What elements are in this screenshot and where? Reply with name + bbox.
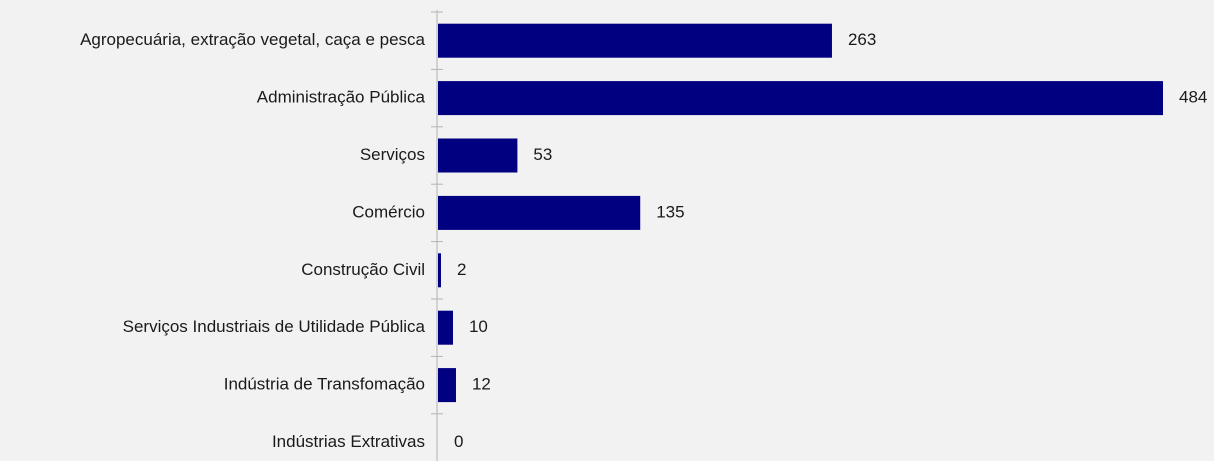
value-label: 53 — [533, 145, 552, 164]
category-labels: Agropecuária, extração vegetal, caça e p… — [80, 30, 425, 451]
category-label: Indústrias Extrativas — [272, 432, 425, 451]
value-label: 135 — [656, 202, 684, 221]
bars-group — [438, 23, 1163, 403]
bar — [438, 310, 453, 345]
category-label: Serviços Industriais de Utilidade Públic… — [123, 317, 426, 336]
value-labels: 263 484 53 135 2 10 12 0 — [454, 30, 1207, 451]
bar — [438, 81, 1163, 116]
bar — [438, 23, 832, 58]
value-label: 0 — [454, 432, 463, 451]
category-label: Administração Pública — [257, 88, 426, 107]
bar — [438, 138, 518, 173]
value-label: 484 — [1179, 88, 1207, 107]
value-label: 10 — [469, 317, 488, 336]
category-label: Serviços — [360, 145, 425, 164]
category-label: Indústria de Transfomação — [224, 375, 425, 394]
value-label: 12 — [472, 375, 491, 394]
bar — [438, 368, 456, 403]
value-label: 263 — [848, 30, 876, 49]
category-label: Comércio — [352, 202, 425, 221]
value-label: 2 — [457, 260, 466, 279]
category-label: Agropecuária, extração vegetal, caça e p… — [80, 30, 425, 49]
bar — [438, 195, 641, 230]
category-label: Construção Civil — [301, 260, 425, 279]
bar — [438, 253, 441, 288]
